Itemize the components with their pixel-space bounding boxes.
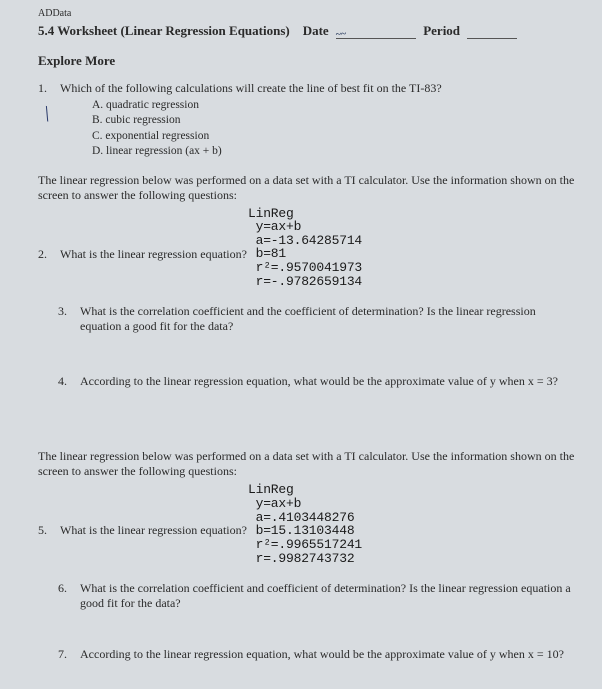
question-3: 3. What is the correlation coefficient a… <box>58 304 580 334</box>
q3-number: 3. <box>58 304 80 334</box>
q5-text: What is the linear regression equation? <box>60 523 248 538</box>
calc-output-1: LinReg y=ax+b a=-13.64285714 b=81 r²=.95… <box>248 207 362 289</box>
calc-output-2: LinReg y=ax+b a=.4103448276 b=15.1310344… <box>248 483 362 565</box>
block1-intro: The linear regression below was performe… <box>38 173 580 203</box>
q7-text: According to the linear regression equat… <box>80 647 580 662</box>
question-6: 6. What is the correlation coefficient a… <box>58 581 580 611</box>
q7-number: 7. <box>58 647 80 662</box>
q1-choice-b: B. cubic regression <box>92 113 580 127</box>
q3-text: What is the correlation coefficient and … <box>80 304 580 334</box>
date-blank: ~~ <box>336 27 416 39</box>
q4-text: According to the linear regression equat… <box>80 374 580 389</box>
q1-text: Which of the following calculations will… <box>60 81 580 96</box>
q1-choices: A. quadratic regression B. cubic regress… <box>92 98 580 159</box>
source-label: ADData <box>38 8 580 21</box>
q4-number: 4. <box>58 374 80 389</box>
q5-number: 5. <box>38 523 60 538</box>
question-1: 1. Which of the following calculations w… <box>38 81 580 159</box>
period-label: Period <box>423 23 460 38</box>
block2-intro: The linear regression below was performe… <box>38 449 580 479</box>
question-7: 7. According to the linear regression eq… <box>58 647 580 662</box>
block1-row: 2. What is the linear regression equatio… <box>38 207 580 289</box>
q1-choice-c: C. exponential regression <box>92 129 580 143</box>
period-blank <box>467 27 517 39</box>
q6-text: What is the correlation coefficient and … <box>80 581 580 611</box>
date-label: Date <box>303 23 329 38</box>
q1-choice-d: D. linear regression (ax + b) <box>92 144 580 158</box>
worksheet-title: 5.4 Worksheet (Linear Regression Equatio… <box>38 23 290 38</box>
block2-row: 5. What is the linear regression equatio… <box>38 483 580 565</box>
question-2: 2. What is the linear regression equatio… <box>38 247 248 262</box>
question-5: 5. What is the linear regression equatio… <box>38 523 248 538</box>
q1-number: 1. <box>38 81 60 96</box>
q2-text: What is the linear regression equation? <box>60 247 248 262</box>
q6-number: 6. <box>58 581 80 611</box>
question-4: 4. According to the linear regression eq… <box>58 374 580 389</box>
q2-number: 2. <box>38 247 60 262</box>
worksheet-title-row: 5.4 Worksheet (Linear Regression Equatio… <box>38 23 580 39</box>
q1-choice-a: A. quadratic regression <box>92 98 580 112</box>
explore-heading: Explore More <box>38 53 580 69</box>
